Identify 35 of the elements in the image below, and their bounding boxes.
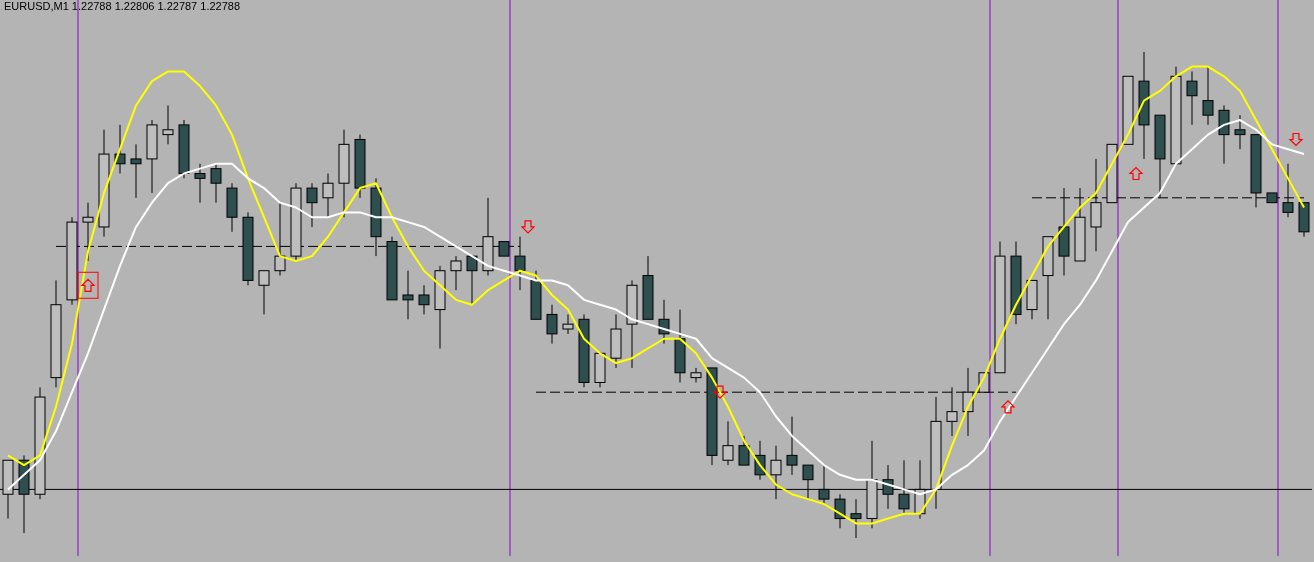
candlestick (1234, 114, 1246, 150)
candlestick (1202, 66, 1214, 126)
candlestick (1218, 104, 1230, 165)
candlestick (322, 173, 334, 218)
candlestick (50, 279, 62, 388)
candlestick (178, 119, 190, 179)
candlestick (130, 143, 142, 199)
candlestick (402, 270, 414, 320)
candlestick (450, 255, 462, 291)
candlestick (338, 129, 350, 218)
candlestick (162, 104, 174, 145)
candlestick (1186, 70, 1198, 126)
candlestick (674, 309, 686, 383)
candlestick (146, 119, 158, 194)
candlestick (354, 134, 366, 199)
candlestick (434, 265, 446, 349)
candlestick (98, 129, 110, 238)
chart-title: EURUSD,M1 1.22788 1.22806 1.22787 1.22788 (4, 0, 241, 12)
candlestick (562, 313, 574, 335)
candlestick (722, 420, 734, 466)
candlestick (626, 279, 638, 369)
candlestick (226, 182, 238, 233)
candlestick (1010, 241, 1022, 325)
candlestick (546, 304, 558, 345)
candlestick (850, 498, 862, 538)
candlestick (690, 367, 702, 383)
candlestick (210, 163, 222, 204)
candlestick (194, 163, 206, 204)
candlestick (898, 459, 910, 515)
candlestick (610, 313, 622, 369)
candlestick (1138, 52, 1150, 160)
candlestick (786, 416, 798, 476)
candlestick (306, 182, 318, 228)
candlestick (578, 313, 590, 388)
candlestick (418, 284, 430, 315)
